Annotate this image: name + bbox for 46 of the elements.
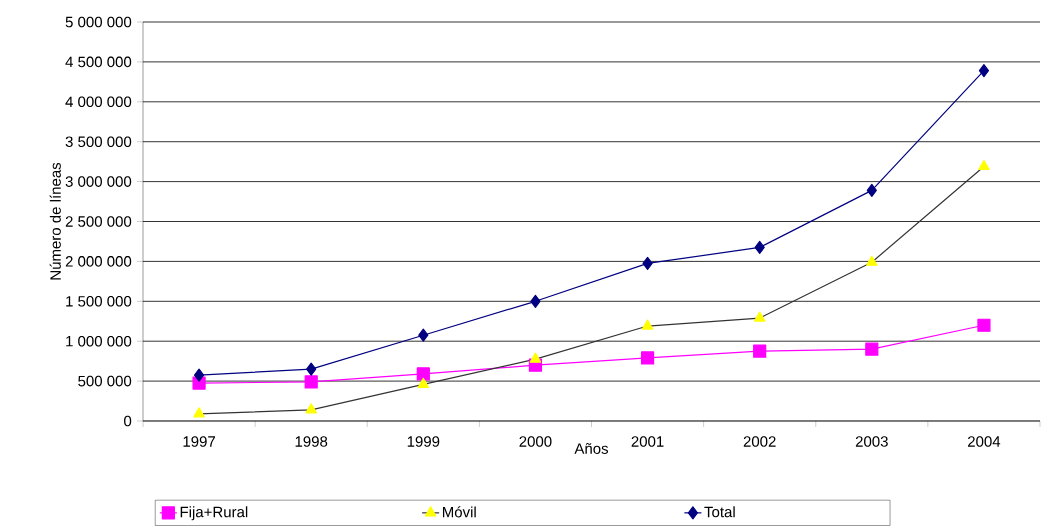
point — [753, 311, 766, 322]
y-tick-label: 4 500 000 — [65, 56, 132, 68]
y-tick-label: 4 000 000 — [65, 96, 132, 108]
y-tick-label: 0 — [124, 415, 132, 427]
point — [416, 367, 430, 381]
legend-label: Total — [704, 506, 735, 518]
x-tick-label: 1999 — [407, 436, 440, 447]
point — [417, 377, 430, 388]
point — [306, 362, 317, 376]
point — [529, 352, 542, 363]
y-tick-label: 5 000 000 — [65, 16, 132, 28]
point — [754, 240, 765, 255]
point — [866, 255, 878, 266]
point — [642, 256, 653, 270]
y-tick-label: 3 500 000 — [65, 136, 132, 148]
point — [865, 342, 879, 356]
y-tick-label: 1 000 000 — [66, 335, 132, 347]
point — [977, 318, 991, 332]
point — [530, 294, 541, 308]
point — [193, 407, 205, 418]
point — [978, 64, 990, 78]
x-tick-label: 2000 — [519, 436, 552, 447]
y-tick-label: 1 500 000 — [66, 295, 132, 307]
x-tick-label: 2001 — [631, 436, 664, 447]
x-tick-label: 1998 — [295, 436, 328, 447]
y-tick-label: 500 000 — [78, 375, 132, 387]
y-tick-label: 2 000 000 — [65, 256, 132, 267]
point — [193, 368, 205, 382]
x-axis-title: Años — [574, 443, 609, 454]
x-tick-label: 1997 — [183, 436, 215, 447]
legend-label: Fija+Rural — [180, 506, 248, 521]
point — [753, 344, 767, 358]
y-axis-title: Número de líneas — [49, 162, 61, 280]
point — [866, 183, 877, 197]
point — [305, 403, 317, 414]
legend-label: Móvil — [442, 506, 476, 518]
x-tick-label: 2002 — [743, 436, 776, 447]
point — [640, 351, 655, 365]
point — [978, 159, 990, 171]
point — [304, 375, 318, 389]
point — [641, 319, 654, 330]
x-tick-label: 2003 — [855, 436, 888, 447]
point — [418, 328, 429, 342]
y-tick-label: 3 000 000 — [65, 176, 132, 187]
x-tick-label: 2004 — [968, 436, 1001, 447]
y-tick-label: 2 500 000 — [65, 216, 132, 227]
